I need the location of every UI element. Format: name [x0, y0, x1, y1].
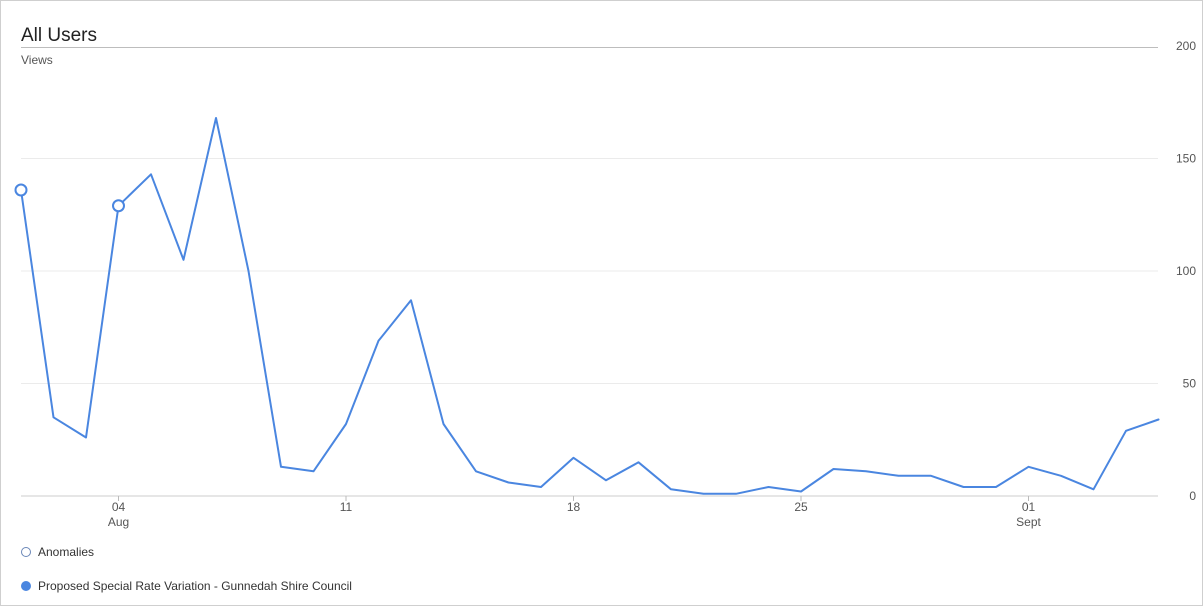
x-tick-label: 04: [112, 500, 126, 514]
data-point[interactable]: [376, 338, 382, 344]
legend-item-anomalies[interactable]: Anomalies: [21, 545, 94, 559]
data-point[interactable]: [831, 466, 837, 472]
legend-item-series[interactable]: Proposed Special Rate Variation - Gunned…: [21, 579, 352, 593]
y-axis-label: Views: [21, 53, 53, 67]
data-point[interactable]: [213, 115, 219, 121]
data-point[interactable]: [668, 486, 674, 492]
data-point[interactable]: [408, 297, 414, 303]
data-point[interactable]: [1058, 473, 1064, 479]
x-tick-label-month: Sept: [1016, 515, 1041, 529]
data-point[interactable]: [1026, 464, 1032, 470]
data-point[interactable]: [246, 268, 252, 274]
data-point[interactable]: [798, 489, 804, 495]
data-point[interactable]: [1091, 486, 1097, 492]
x-tick-label: 01: [1022, 500, 1036, 514]
data-point[interactable]: [1156, 417, 1162, 423]
data-point[interactable]: [733, 491, 739, 497]
data-point[interactable]: [473, 468, 479, 474]
legend-label-series: Proposed Special Rate Variation - Gunned…: [38, 579, 352, 593]
data-point[interactable]: [538, 484, 544, 490]
data-point[interactable]: [928, 473, 934, 479]
x-tick-label: 11: [340, 500, 353, 514]
series-dot-icon: [21, 581, 31, 591]
data-point[interactable]: [506, 480, 512, 486]
legend-label-anomalies: Anomalies: [38, 545, 95, 559]
data-point[interactable]: [701, 491, 707, 497]
data-point[interactable]: [863, 468, 869, 474]
anomaly-marker[interactable]: [14, 183, 28, 197]
data-point[interactable]: [961, 484, 967, 490]
y-tick-label-0: 0: [1189, 489, 1196, 503]
data-point[interactable]: [571, 455, 577, 461]
data-point[interactable]: [766, 484, 772, 490]
data-point[interactable]: [441, 421, 447, 427]
y-tick-label-200: 200: [1176, 39, 1196, 53]
data-point[interactable]: [343, 421, 349, 427]
data-point[interactable]: [51, 414, 57, 420]
data-point[interactable]: [636, 459, 642, 465]
data-point[interactable]: [311, 468, 317, 474]
data-point[interactable]: [278, 464, 284, 470]
y-tick-label-50: 50: [1183, 377, 1197, 391]
data-point[interactable]: [181, 257, 187, 263]
x-tick-label: 25: [794, 500, 808, 514]
data-point[interactable]: [1123, 428, 1129, 434]
data-point[interactable]: [83, 435, 89, 441]
title-divider: [21, 47, 1158, 48]
chart-title: All Users: [21, 25, 98, 46]
series-line-0: [20, 117, 1160, 495]
y-tick-label-150: 150: [1176, 152, 1196, 166]
data-point[interactable]: [603, 477, 609, 483]
y-tick-label-100: 100: [1176, 264, 1196, 278]
x-tick-label-month: Aug: [108, 515, 129, 529]
x-tick-label: 18: [567, 500, 581, 514]
data-point[interactable]: [148, 171, 154, 177]
data-point[interactable]: [896, 473, 902, 479]
data-point[interactable]: [993, 484, 999, 490]
anomaly-marker-icon: [21, 547, 31, 557]
anomaly-marker[interactable]: [112, 199, 125, 213]
